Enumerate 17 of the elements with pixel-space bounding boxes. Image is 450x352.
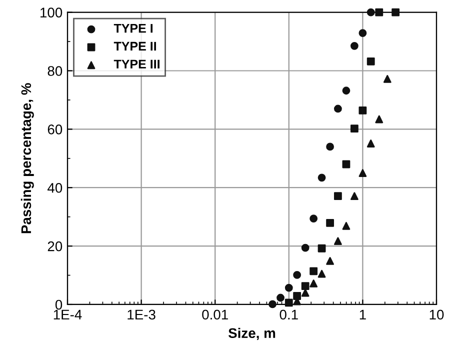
y-tick-label: 100 [40, 8, 62, 18]
y-tick-label: 40 [48, 182, 62, 193]
y-tick-label: 0 [55, 300, 62, 310]
y-tick-label: 20 [48, 241, 62, 252]
legend-label: TYPE II [114, 42, 156, 51]
x-tick-label: 10 [430, 310, 444, 320]
x-tick-label: 1E-4 [54, 310, 82, 320]
x-tick-label: 1E-3 [128, 310, 156, 320]
x-tick-label: 0.01 [202, 310, 228, 320]
y-axis-title: Passing percentage, % [20, 83, 34, 234]
legend-label: TYPE I [114, 24, 153, 33]
y-tick-label: 80 [48, 66, 62, 76]
x-tick-label: 0.1 [280, 310, 298, 320]
x-tick-label: 1 [360, 310, 366, 320]
y-tick-label: 60 [48, 124, 62, 134]
x-axis-title: Size, m [228, 328, 276, 340]
legend-label: TYPE III [114, 60, 160, 68]
